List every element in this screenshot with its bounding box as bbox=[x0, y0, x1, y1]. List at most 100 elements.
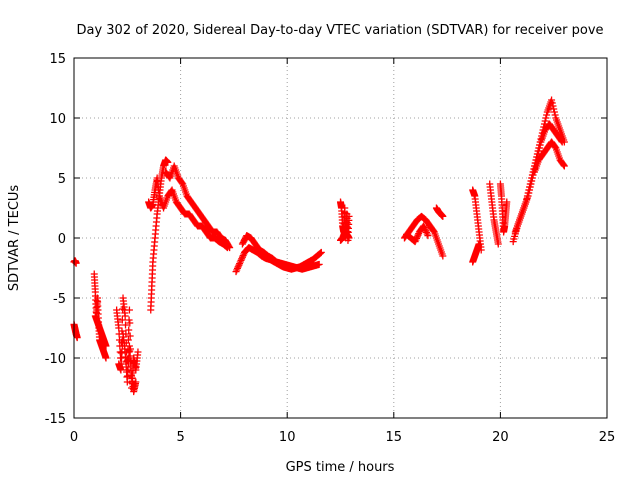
data-segment bbox=[145, 174, 232, 252]
data-point bbox=[226, 244, 234, 252]
data-point-interp bbox=[237, 256, 245, 264]
data-point-interp bbox=[125, 326, 133, 334]
data-point-interp bbox=[236, 260, 244, 268]
data-point-interp bbox=[235, 261, 243, 269]
data-point-interp bbox=[423, 230, 431, 238]
x-tick-label: 5 bbox=[176, 430, 184, 445]
data-point bbox=[548, 96, 556, 104]
data-point bbox=[102, 354, 110, 362]
data-point-interp bbox=[413, 234, 421, 242]
data-point-interp bbox=[225, 242, 233, 250]
data-point bbox=[494, 240, 502, 248]
data-point-interp bbox=[549, 102, 557, 110]
data-segment bbox=[469, 186, 485, 254]
data-segment bbox=[531, 138, 568, 176]
data-point-interp bbox=[422, 227, 430, 235]
data-point bbox=[528, 174, 536, 182]
data-point bbox=[232, 268, 240, 276]
data-point-interp bbox=[178, 179, 186, 187]
y-tick-label: -15 bbox=[45, 412, 66, 427]
data-point bbox=[125, 306, 133, 314]
data-point-interp bbox=[125, 316, 133, 324]
data-segment bbox=[337, 228, 353, 244]
chart-title: Day 302 of 2020, Sidereal Day-to-day VTE… bbox=[76, 23, 603, 38]
data-point bbox=[134, 348, 142, 356]
data-point-interp bbox=[535, 144, 543, 152]
data-point-interp bbox=[117, 360, 125, 368]
x-tick-label: 0 bbox=[70, 430, 78, 445]
data-segment bbox=[91, 312, 110, 350]
data-segment bbox=[238, 232, 323, 273]
data-point bbox=[236, 258, 244, 266]
data-segment bbox=[486, 180, 502, 248]
data-segment bbox=[162, 162, 234, 252]
data-point bbox=[524, 192, 532, 200]
data-point-interp bbox=[543, 111, 551, 119]
y-tick-label: 15 bbox=[49, 52, 66, 67]
data-point bbox=[439, 252, 447, 260]
data-segment bbox=[147, 156, 172, 314]
data-segment bbox=[469, 240, 483, 266]
data-point-interp bbox=[420, 224, 428, 232]
data-segment bbox=[403, 222, 432, 246]
data-point-interp bbox=[541, 117, 549, 125]
data-point bbox=[560, 162, 568, 170]
data-point bbox=[73, 334, 81, 342]
data-point-interp bbox=[234, 263, 242, 271]
x-tick-label: 15 bbox=[386, 430, 403, 445]
data-point-interp bbox=[233, 266, 241, 274]
data-point-interp bbox=[233, 264, 241, 272]
data-point-interp bbox=[118, 354, 126, 362]
y-axis-label: SDTVAR / TECUs bbox=[7, 185, 22, 292]
y-tick-label: 0 bbox=[58, 232, 66, 247]
data-segment bbox=[496, 180, 511, 236]
data-point-interp bbox=[126, 332, 134, 340]
data-point bbox=[558, 138, 566, 146]
data-point-interp bbox=[560, 161, 568, 169]
data-point-interp bbox=[124, 366, 132, 374]
data-point-interp bbox=[412, 236, 420, 244]
data-point-interp bbox=[525, 189, 533, 197]
data-point bbox=[424, 232, 432, 240]
data-point bbox=[475, 240, 483, 248]
data-point-interp bbox=[526, 186, 534, 194]
data-point bbox=[315, 260, 323, 268]
data-point bbox=[123, 378, 131, 386]
x-tick-label: 20 bbox=[492, 430, 509, 445]
data-point bbox=[345, 234, 353, 242]
data-point-interp bbox=[550, 105, 558, 113]
y-tick-label: 10 bbox=[49, 112, 66, 127]
data-point bbox=[115, 324, 123, 332]
y-tick-label: -10 bbox=[45, 352, 66, 367]
y-tick-label: 5 bbox=[58, 172, 66, 187]
data-point-interp bbox=[118, 327, 126, 335]
data-point-interp bbox=[551, 111, 559, 119]
data-segment bbox=[115, 330, 140, 396]
data-point-interp bbox=[542, 114, 550, 122]
data-segment bbox=[511, 120, 566, 236]
y-tick-label: -5 bbox=[53, 292, 66, 307]
data-layer bbox=[70, 96, 568, 396]
data-point-interp bbox=[526, 183, 534, 191]
data-point-interp bbox=[414, 231, 422, 239]
data-point-interp bbox=[529, 171, 537, 179]
data-point-interp bbox=[126, 319, 134, 327]
data-point bbox=[439, 212, 447, 220]
data-segment bbox=[70, 320, 81, 342]
data-point bbox=[420, 222, 428, 230]
data-point-interp bbox=[527, 180, 535, 188]
x-tick-label: 25 bbox=[599, 430, 616, 445]
data-point bbox=[345, 212, 353, 220]
x-axis-label: GPS time / hours bbox=[286, 460, 395, 475]
data-point bbox=[503, 198, 511, 206]
data-point-interp bbox=[421, 225, 429, 233]
data-point-interp bbox=[239, 252, 247, 260]
data-point-interp bbox=[430, 227, 438, 235]
data-point-interp bbox=[413, 233, 421, 241]
data-point-interp bbox=[122, 321, 130, 329]
data-point-interp bbox=[551, 143, 559, 151]
data-point-interp bbox=[238, 255, 246, 263]
data-point-interp bbox=[125, 348, 133, 356]
